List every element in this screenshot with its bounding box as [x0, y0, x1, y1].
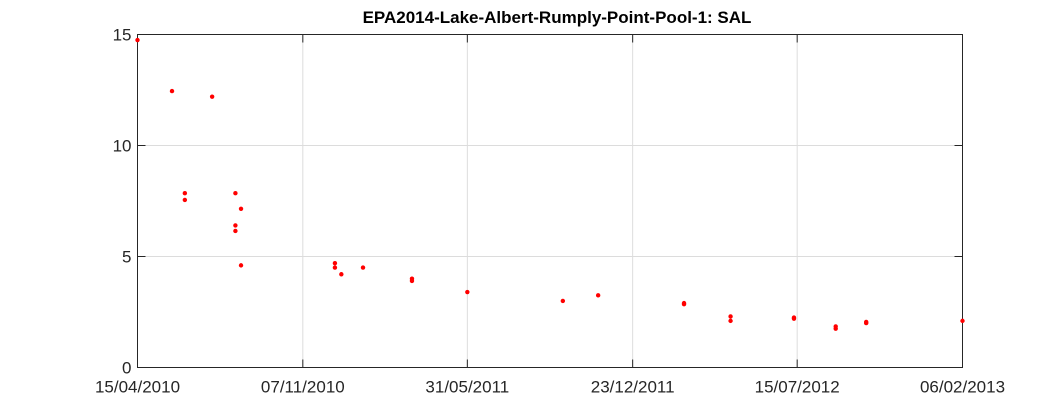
data-point — [233, 191, 238, 196]
x-tick-label: 31/05/2011 — [425, 378, 509, 397]
data-point — [728, 318, 733, 324]
data-point — [238, 263, 244, 268]
data-point — [339, 272, 344, 277]
data-point — [360, 265, 366, 270]
data-point — [238, 206, 244, 211]
chart-title: EPA2014-Lake-Albert-Rumply-Point-Pool-1:… — [363, 8, 752, 27]
y-tick-label: 15 — [113, 26, 132, 45]
x-tick-label: 15/04/2010 — [95, 378, 180, 397]
plot-area — [137, 34, 963, 368]
grid — [137, 34, 963, 368]
x-tick-label: 23/12/2011 — [591, 378, 675, 397]
data-point — [233, 228, 238, 234]
y-tick-label: 5 — [122, 248, 131, 267]
data-point — [182, 197, 188, 203]
data-point — [332, 265, 338, 270]
data-point — [332, 260, 338, 266]
y-tick-label: 0 — [122, 359, 131, 378]
data-point — [560, 298, 566, 304]
data-point — [863, 320, 869, 326]
axis-ticks — [137, 34, 963, 368]
tick-labels: 15/04/2010 07/11/2010 31/05/2011 23/12/2011… — [95, 26, 1005, 397]
data-point — [595, 293, 601, 298]
data-point — [728, 314, 733, 319]
x-tick-label: 07/11/2010 — [261, 378, 345, 397]
x-tick-label: 15/07/2012 — [755, 378, 840, 397]
data-point — [465, 289, 470, 295]
data-point — [233, 223, 238, 228]
data-point — [209, 94, 215, 99]
y-tick-label: 10 — [113, 137, 132, 156]
data-point — [681, 302, 687, 307]
x-tick-label: 06/02/2013 — [920, 378, 1005, 397]
data-point — [135, 37, 140, 43]
data-point — [182, 191, 188, 196]
data-points — [135, 37, 965, 331]
data-point — [409, 278, 415, 284]
data-point — [960, 318, 965, 324]
data-point — [169, 88, 175, 94]
data-point — [833, 326, 838, 331]
data-point — [791, 316, 797, 321]
